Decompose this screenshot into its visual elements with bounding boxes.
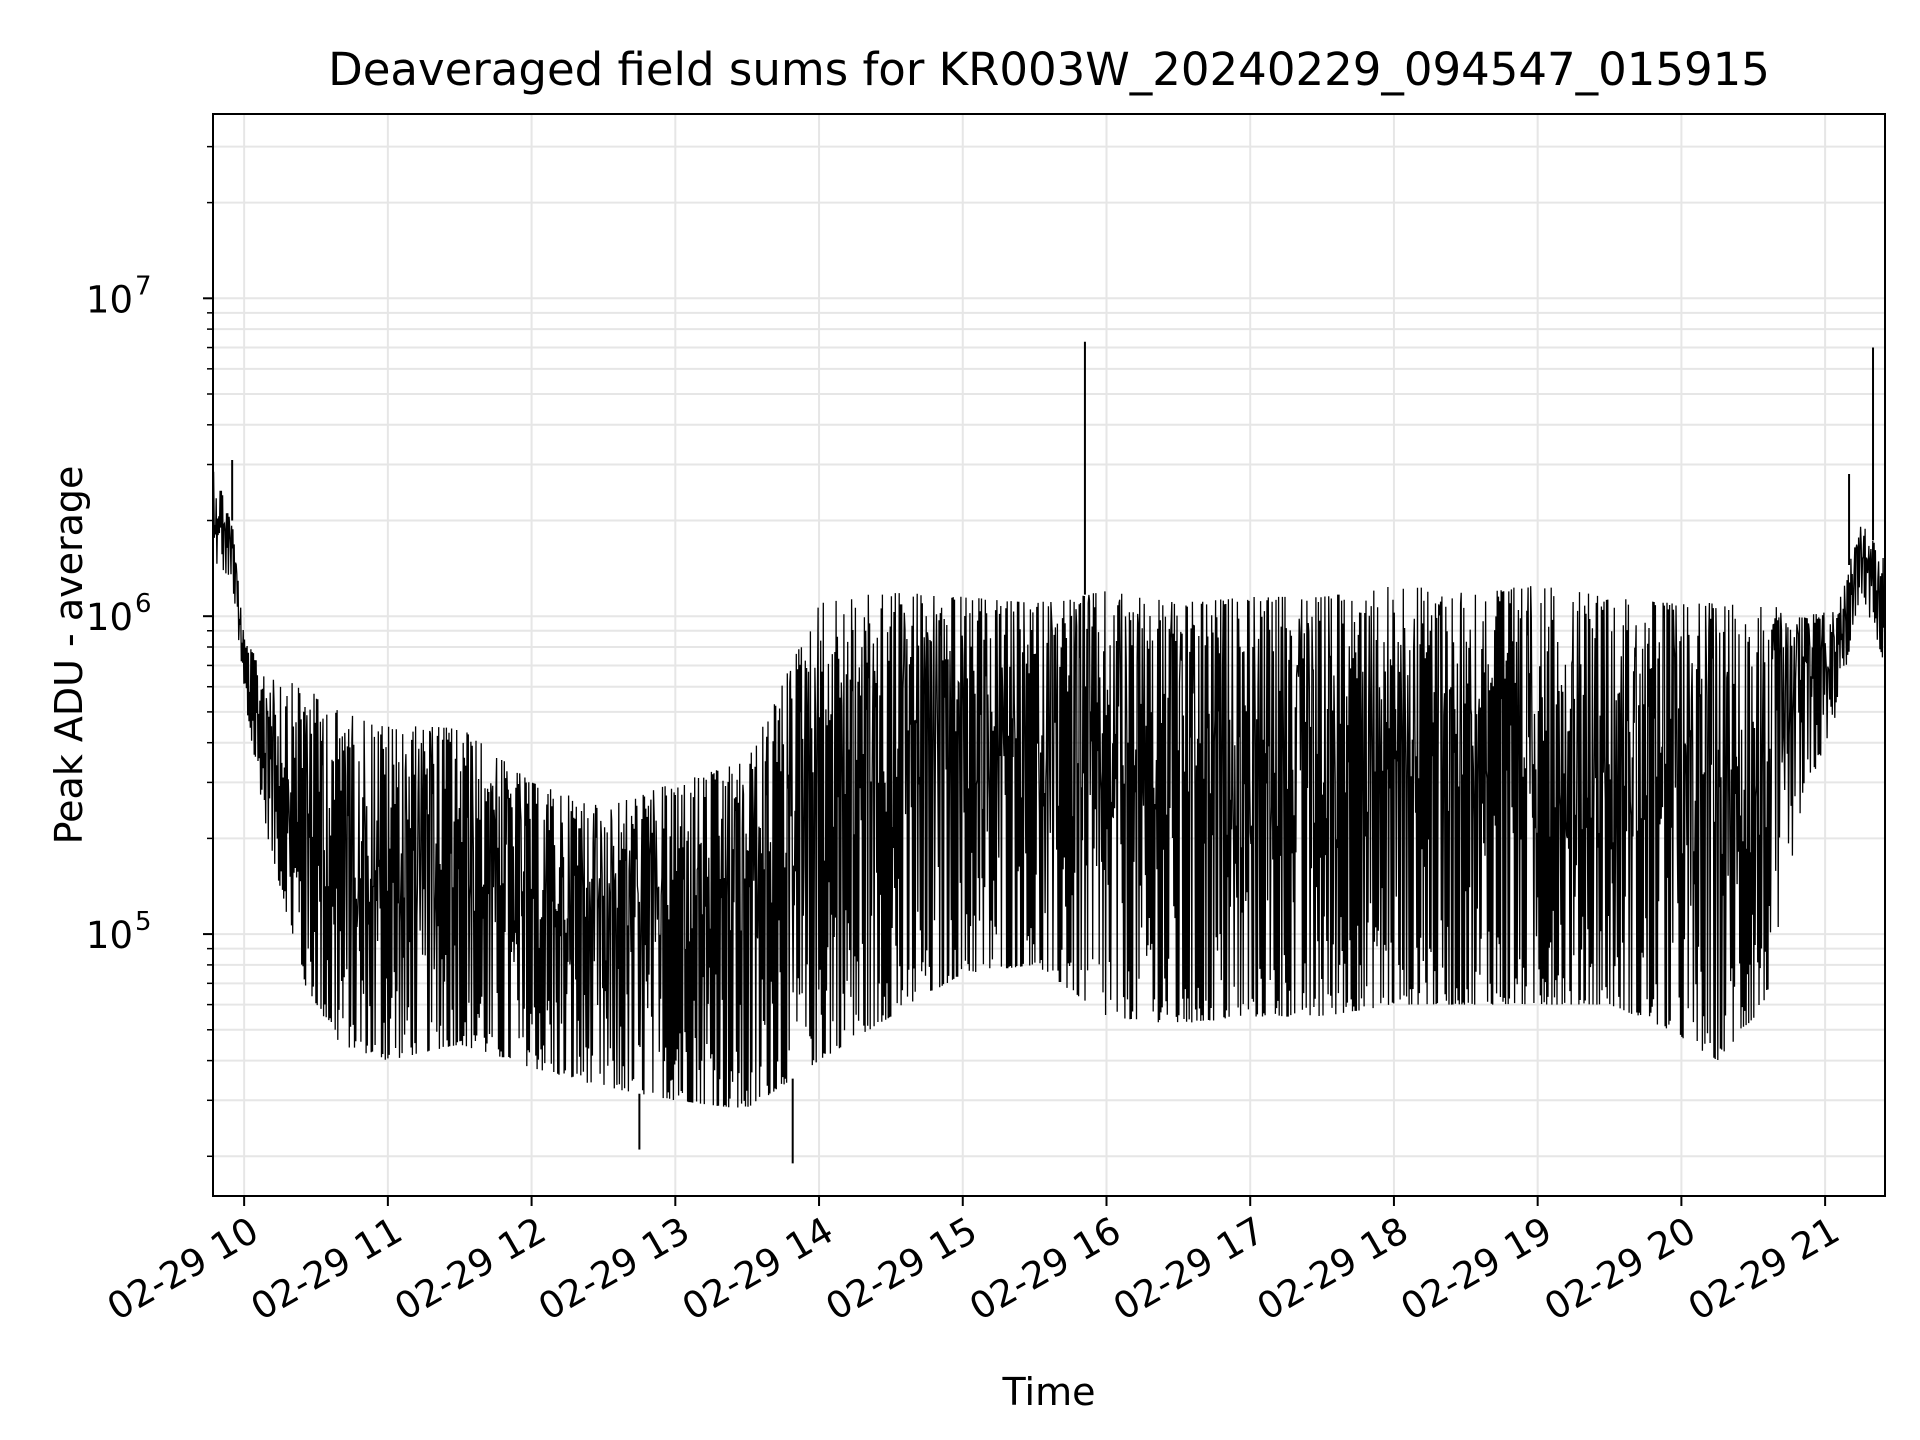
x-tick-label: 02-29 11 xyxy=(244,1209,410,1329)
y-tick-label: 10 xyxy=(86,914,133,957)
x-tick-label: 02-29 17 xyxy=(1106,1209,1272,1329)
y-axis-label: Peak ADU - average xyxy=(47,466,91,845)
x-tick-label: 02-29 12 xyxy=(388,1209,554,1329)
plot-frame xyxy=(212,113,1886,1197)
x-axis-label: Time xyxy=(1002,1370,1096,1414)
series-line xyxy=(212,341,1886,1164)
x-tick-label: 02-29 19 xyxy=(1394,1209,1560,1329)
x-tick-label: 02-29 21 xyxy=(1681,1209,1847,1329)
x-tick-label: 02-29 16 xyxy=(962,1209,1128,1329)
y-tick-label: 10 xyxy=(86,278,133,321)
chart-title: Deaveraged field sums for KR003W_2024022… xyxy=(328,43,1770,96)
y-tick-label-exponent: 7 xyxy=(135,271,152,301)
y-tick-label: 10 xyxy=(86,596,133,639)
series-path xyxy=(212,471,1886,1108)
x-tick-label: 02-29 20 xyxy=(1537,1209,1703,1329)
y-tick-label-exponent: 6 xyxy=(135,589,152,619)
x-tick-label: 02-29 13 xyxy=(531,1209,697,1329)
x-tick-label: 02-29 10 xyxy=(100,1209,266,1329)
x-tick-label: 02-29 14 xyxy=(675,1209,841,1329)
y-tick-label-exponent: 5 xyxy=(135,907,152,937)
x-tick-label: 02-29 15 xyxy=(819,1209,985,1329)
x-tick-label: 02-29 18 xyxy=(1250,1209,1416,1329)
